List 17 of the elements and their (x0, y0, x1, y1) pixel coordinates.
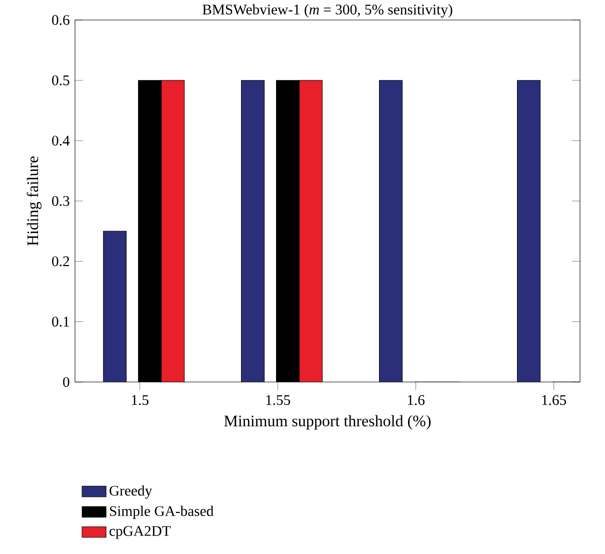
y-tick-label: 0.5 (52, 75, 70, 86)
x-tick-label: 1.5 (132, 395, 148, 406)
y-axis-title: Hiding failure (26, 156, 42, 246)
legend-label: Greedy (110, 485, 152, 499)
chart-title: BMSWebview-1 (m = 300, 5% sensitivity) (202, 4, 452, 18)
y-tick-label: 0.1 (52, 316, 69, 327)
x-tick-label: 1.6 (408, 395, 425, 406)
legend-label: cpGA2DT (110, 526, 171, 539)
legend-label: Simple GA-based (110, 506, 214, 520)
y-tick-label: 0.6 (52, 15, 70, 25)
y-tick-label: 0.3 (52, 196, 70, 206)
x-tick-label: 1.65 (542, 395, 566, 406)
y-tick-label: 0.2 (52, 256, 70, 266)
y-tick-label: 0.4 (52, 136, 70, 146)
x-tick-label: 1.55 (266, 395, 290, 406)
y-tick-label: 0 (63, 377, 70, 387)
x-axis-title: Minimum support threshold (%) (224, 415, 431, 430)
